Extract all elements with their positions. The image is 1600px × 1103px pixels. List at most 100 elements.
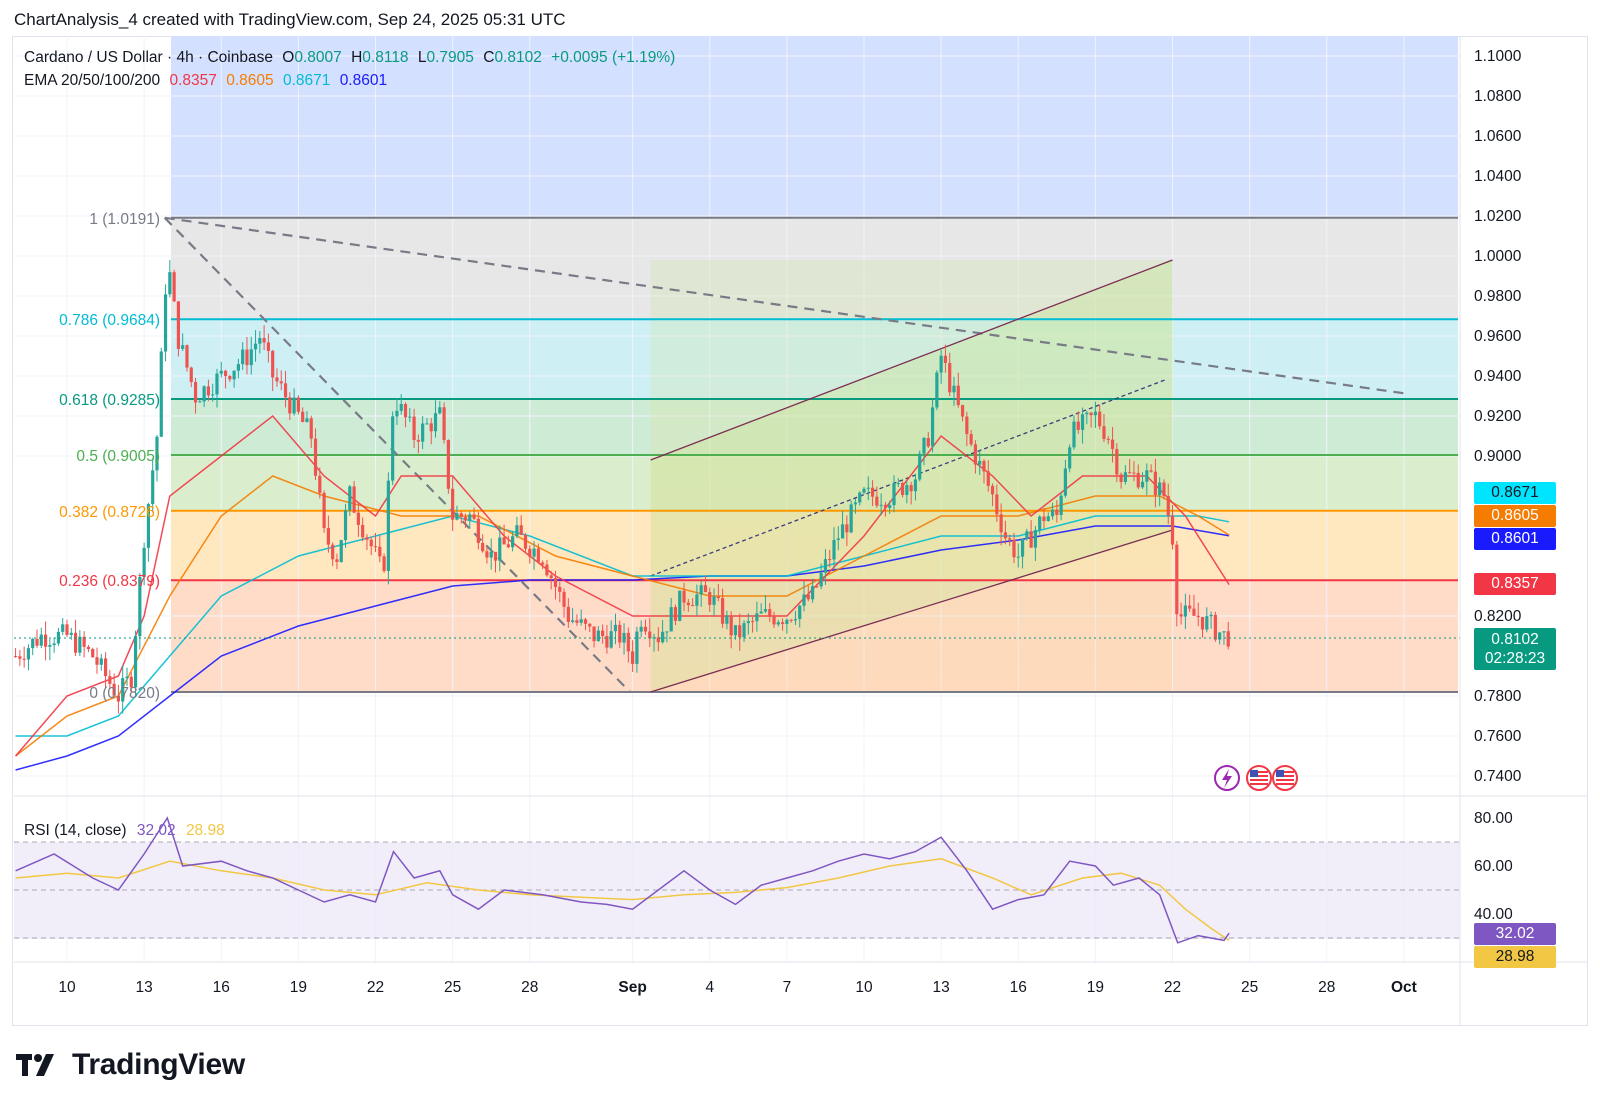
candle-body	[592, 626, 596, 642]
candle-body	[378, 546, 382, 557]
candle-body	[746, 621, 750, 624]
channel-upper-line[interactable]	[650, 259, 1173, 461]
candle-body	[125, 676, 129, 679]
candle-body	[519, 525, 523, 535]
candle-body	[335, 559, 339, 562]
channel-lower-line[interactable]	[650, 529, 1173, 693]
candle-body	[129, 676, 133, 688]
candle-body	[211, 394, 215, 396]
candle-body	[249, 349, 253, 366]
candle-body	[596, 630, 600, 642]
rsi-tick-label: 60.00	[1474, 858, 1513, 875]
candle-body	[605, 636, 609, 648]
high-label: H	[351, 49, 363, 66]
candle-body	[258, 338, 262, 344]
candle-body	[1200, 616, 1205, 630]
ema100-badge: 0.8671	[1474, 482, 1556, 504]
candle-body	[373, 546, 378, 548]
candle-body	[665, 631, 669, 633]
price-chart[interactable]: 1.1000 1.0800 1.0600 1.0400 1.0200 1.0000 0.98…	[0, 0, 1600, 1030]
candle-body	[613, 624, 618, 632]
us-flag-icon[interactable]	[1246, 765, 1272, 791]
ohlc-row: Cardano / US Dollar · 4h · Coinbase O0.8…	[24, 46, 680, 69]
candle-body	[1196, 615, 1200, 617]
candle-body	[146, 504, 151, 548]
fib-level-label: 0 (0.7820)	[89, 685, 160, 702]
candle-body	[759, 611, 763, 614]
candle-body	[1033, 530, 1038, 548]
candle-body	[429, 423, 433, 432]
tradingview-wordmark: TradingView	[72, 1048, 245, 1081]
candle-body	[506, 544, 510, 548]
change-value: +0.0095 (+1.19%)	[551, 49, 676, 66]
us-flag-icon[interactable]	[1272, 765, 1298, 791]
price-tick-label: 1.0200	[1474, 208, 1522, 225]
candle-body	[489, 551, 493, 558]
rsi-axis: 80.00 60.00 40.00	[1474, 810, 1513, 923]
time-tick-label: 19	[290, 979, 307, 996]
candle-body	[245, 349, 249, 366]
candle-body	[198, 401, 202, 403]
candle-body	[712, 596, 716, 605]
lightning-event-icon[interactable]	[1214, 765, 1240, 791]
candle-body	[930, 407, 935, 447]
candle-body	[172, 272, 176, 302]
candle-body	[1042, 516, 1046, 522]
candle-body	[1119, 474, 1123, 483]
candle-body	[1089, 412, 1093, 416]
candle-body	[138, 576, 142, 637]
candle-body	[322, 492, 326, 529]
candle-body	[1008, 538, 1012, 540]
fib-level-label: 0.786 (0.9684)	[59, 312, 160, 329]
price-tick-label: 0.7800	[1474, 688, 1522, 705]
candle-body	[476, 518, 480, 543]
candle-body	[18, 656, 22, 659]
candle-body	[493, 551, 498, 561]
candle-body	[151, 470, 155, 505]
symbol-title: Cardano / US Dollar · 4h · Coinbase	[24, 49, 273, 66]
steep-descending-trendline[interactable]	[163, 217, 631, 693]
candle-body	[913, 479, 918, 492]
time-tick-label: 7	[783, 979, 792, 996]
rsi-ma-legend-value: 28.98	[185, 822, 225, 839]
candle-body	[241, 349, 245, 365]
ema20-badge: 0.8357	[1474, 573, 1556, 595]
candle-body	[905, 485, 909, 496]
candle-body	[438, 407, 442, 414]
candle-body	[545, 564, 549, 576]
candle-body	[472, 514, 476, 519]
candle-body	[541, 562, 545, 565]
candle-body	[562, 591, 566, 607]
candle-body	[142, 547, 146, 577]
time-tick-label: Oct	[1391, 979, 1417, 996]
candle-body	[485, 551, 489, 558]
tradingview-logo[interactable]: TradingView	[16, 1048, 245, 1082]
channel-mid-line[interactable]	[650, 379, 1166, 577]
time-tick-label: 10	[58, 979, 76, 996]
candle-body	[206, 386, 211, 396]
candle-body	[870, 487, 875, 497]
candle-body	[836, 538, 840, 540]
candle-body	[1213, 614, 1217, 640]
candle-body	[738, 625, 742, 638]
candle-body	[703, 585, 708, 593]
ema50-value: 0.8605	[226, 72, 274, 89]
candle-body	[91, 648, 95, 658]
price-badge: 0.8102 02:28:23	[1474, 628, 1556, 670]
candle-body	[253, 343, 258, 350]
candle-body	[845, 524, 849, 533]
price-axis: 1.1000 1.0800 1.0600 1.0400 1.0200 1.0000 0.98…	[1474, 48, 1522, 785]
fib-level-label: 0.382 (0.8726)	[59, 504, 160, 521]
low-value: 0.7905	[426, 49, 474, 66]
candle-body	[661, 631, 665, 643]
candle-body	[22, 658, 26, 660]
candle-body	[965, 416, 969, 435]
rsi-guide-lines	[14, 841, 1460, 939]
candle-body	[1080, 414, 1085, 430]
ema200-value: 0.8601	[339, 72, 388, 89]
candle-body	[399, 404, 403, 411]
price-tick-label: 0.9600	[1474, 328, 1522, 345]
descending-trendline[interactable]	[164, 216, 1410, 396]
candle-body	[463, 516, 468, 521]
candle-body	[408, 416, 412, 418]
